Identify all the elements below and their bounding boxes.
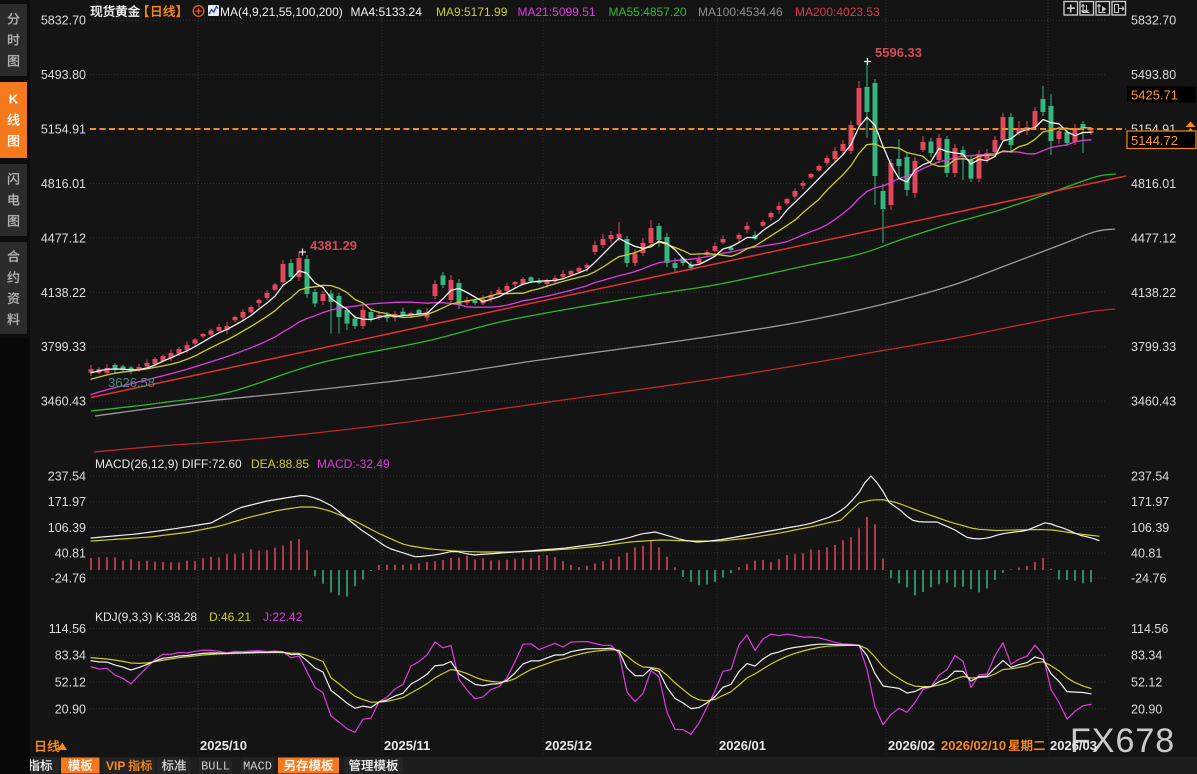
svg-text:MACD:-32.49: MACD:-32.49 <box>317 457 390 471</box>
svg-text:20.90: 20.90 <box>55 702 86 716</box>
svg-text:40.81: 40.81 <box>55 547 86 561</box>
svg-text:KDJ(9,3,3) K:38.28: KDJ(9,3,3) K:38.28 <box>95 610 197 624</box>
svg-text:52.12: 52.12 <box>1131 676 1162 690</box>
svg-text:FX678: FX678 <box>1070 722 1175 760</box>
svg-text:20.90: 20.90 <box>1131 702 1162 716</box>
svg-text:5596.33: 5596.33 <box>875 45 922 60</box>
svg-text:5144.72: 5144.72 <box>1131 133 1178 148</box>
svg-text:52.12: 52.12 <box>55 676 86 690</box>
svg-text:D:46.21: D:46.21 <box>209 610 251 624</box>
svg-text:3460.43: 3460.43 <box>1131 395 1176 409</box>
svg-text:2026/01: 2026/01 <box>719 738 766 753</box>
svg-text:3460.43: 3460.43 <box>41 395 86 409</box>
svg-text:4477.12: 4477.12 <box>1131 231 1176 245</box>
svg-text:5832.70: 5832.70 <box>41 14 86 28</box>
svg-text:171.97: 171.97 <box>1131 495 1169 509</box>
svg-text:4381.29: 4381.29 <box>310 238 357 253</box>
svg-text:2025/11: 2025/11 <box>384 738 430 753</box>
svg-text:MA4:5133.24: MA4:5133.24 <box>351 5 423 19</box>
svg-text:40.81: 40.81 <box>1131 547 1162 561</box>
svg-text:114.56: 114.56 <box>49 622 86 636</box>
svg-text:MA21:5099.51: MA21:5099.51 <box>518 5 596 19</box>
svg-text:VIP: VIP <box>106 759 125 773</box>
svg-text:5832.70: 5832.70 <box>1131 14 1176 28</box>
svg-text:3799.33: 3799.33 <box>1131 340 1176 354</box>
svg-text:-24.76: -24.76 <box>1131 572 1166 586</box>
svg-text:MA9:5171.99: MA9:5171.99 <box>436 5 508 19</box>
svg-text:5493.80: 5493.80 <box>41 68 86 82</box>
svg-text:2026/02: 2026/02 <box>888 738 935 753</box>
svg-text:171.97: 171.97 <box>48 495 86 509</box>
svg-text:5493.80: 5493.80 <box>1131 68 1176 82</box>
svg-text:2026/02/10: 2026/02/10 <box>941 738 1006 753</box>
svg-text:114.56: 114.56 <box>1131 622 1168 636</box>
svg-text:83.34: 83.34 <box>55 649 86 663</box>
svg-text:MACD(26,12,9) DIFF:72.60: MACD(26,12,9) DIFF:72.60 <box>95 457 242 471</box>
svg-text:237.54: 237.54 <box>1131 470 1169 484</box>
svg-text:2025/10: 2025/10 <box>200 738 247 753</box>
svg-text:BULL: BULL <box>201 760 230 774</box>
svg-text:4816.01: 4816.01 <box>1131 177 1176 191</box>
svg-text:5425.71: 5425.71 <box>1131 88 1178 103</box>
svg-text:MA55:4857.20: MA55:4857.20 <box>609 5 687 19</box>
svg-text:-24.76: -24.76 <box>51 572 86 586</box>
svg-text:K: K <box>9 92 19 107</box>
svg-text:2025/12: 2025/12 <box>545 738 592 753</box>
svg-text:106.39: 106.39 <box>1131 521 1169 535</box>
svg-text:4816.01: 4816.01 <box>41 177 86 191</box>
svg-text:237.54: 237.54 <box>48 470 86 484</box>
svg-text:4138.22: 4138.22 <box>1131 286 1176 300</box>
svg-text:106.39: 106.39 <box>48 521 86 535</box>
svg-text:MA100:4534.46: MA100:4534.46 <box>698 5 783 19</box>
svg-text:J:22.42: J:22.42 <box>263 610 303 624</box>
svg-text:2026/03: 2026/03 <box>1050 738 1097 753</box>
svg-text:4477.12: 4477.12 <box>41 231 86 245</box>
svg-text:5154.91: 5154.91 <box>41 123 86 137</box>
svg-text:4138.22: 4138.22 <box>41 286 86 300</box>
svg-text:MA200:4023.53: MA200:4023.53 <box>795 5 880 19</box>
svg-text:MA(4,9,21,55,100,200): MA(4,9,21,55,100,200) <box>220 5 343 19</box>
svg-text:DEA:88.85: DEA:88.85 <box>251 457 309 471</box>
svg-text:83.34: 83.34 <box>1131 649 1162 663</box>
svg-text:3799.33: 3799.33 <box>41 340 86 354</box>
svg-text:MACD: MACD <box>243 760 272 774</box>
svg-text:3626.58: 3626.58 <box>108 375 155 390</box>
